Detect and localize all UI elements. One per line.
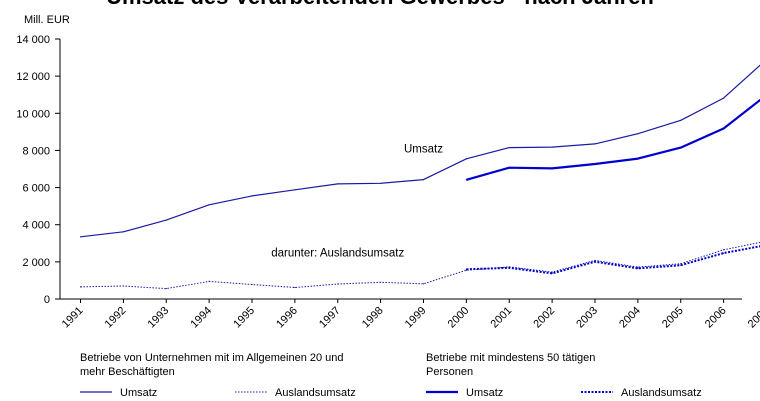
legend-item-label: Umsatz (466, 387, 503, 399)
y-tick-label: 14 000 (16, 34, 50, 46)
data-point (594, 143, 596, 145)
legend-item-label: Auslandsumsatz (275, 387, 356, 399)
y-tick-label: 6 000 (22, 183, 50, 195)
data-point (465, 158, 467, 160)
series-layer (79, 64, 760, 290)
y-tick-label: 10 000 (16, 108, 50, 120)
chart-title: Umsatz des Verarbeitenden Gewerbes - nac… (106, 0, 654, 9)
annotation-label: darunter: Auslandsumsatz (271, 247, 404, 259)
y-axis-label: Mill. EUR (24, 14, 70, 26)
x-tick-label: 1995 (231, 305, 257, 331)
legend-group-heading: Betriebe von Unternehmen mit im Allgemei… (80, 352, 344, 378)
data-point (251, 195, 253, 197)
data-point (508, 267, 510, 269)
data-point (380, 182, 382, 184)
data-point (637, 267, 639, 269)
legend: Betriebe von Unternehmen mit im Allgemei… (80, 352, 702, 399)
data-point (122, 231, 124, 233)
data-point (594, 163, 596, 165)
y-tick-label: 4 000 (22, 220, 50, 232)
x-tick-label: 2001 (489, 305, 515, 331)
data-point (465, 179, 467, 181)
series-line-2 (466, 98, 760, 181)
data-point (294, 189, 296, 191)
x-tick-label: 1996 (274, 305, 300, 331)
legend-item-label: Umsatz (120, 387, 157, 399)
x-tick-label: 2004 (617, 305, 643, 331)
data-point (680, 264, 682, 266)
x-tick-label: 2002 (531, 305, 557, 331)
data-point (680, 147, 682, 149)
x-tick-label: 1999 (403, 305, 429, 331)
data-point (594, 259, 596, 261)
data-point (723, 127, 725, 130)
series-line-1 (80, 241, 760, 290)
data-point (422, 179, 425, 181)
legend-group-heading: Betriebe mit mindestens 50 tätigen Person… (426, 352, 595, 378)
data-point (551, 272, 553, 274)
data-point (208, 204, 210, 206)
x-tick-label: 1994 (188, 305, 214, 331)
data-point (723, 249, 725, 251)
legend-item-label: Auslandsumsatz (621, 387, 702, 399)
data-point (680, 119, 682, 121)
data-point (508, 167, 510, 169)
data-point (551, 146, 553, 148)
y-tick-label: 0 (44, 294, 50, 306)
x-tick-label: 2006 (703, 305, 729, 331)
data-point (551, 167, 553, 169)
data-point (122, 285, 124, 287)
y-tick-label: 8 000 (22, 145, 50, 157)
series-line-3 (466, 245, 760, 275)
data-point (508, 147, 510, 149)
x-tick-label: 1992 (103, 305, 129, 331)
data-point (294, 286, 296, 289)
data-point (594, 261, 596, 263)
y-axis-ticks: 0 2 000 4 000 6 000 8 000 10 000 12 000 14 000 (16, 34, 60, 306)
x-tick-label: 2003 (574, 305, 600, 331)
data-point (637, 133, 639, 135)
data-point (79, 286, 82, 288)
x-tick-label: 1998 (360, 305, 386, 331)
data-point (723, 97, 725, 99)
x-tick-label: 1991 (60, 305, 86, 331)
x-tick-label: 2007 (746, 305, 760, 331)
data-point (422, 283, 425, 285)
data-point (251, 283, 253, 286)
data-point (165, 219, 167, 221)
data-point (637, 158, 639, 160)
x-tick-label: 2005 (660, 305, 686, 331)
annotation-label: Umsatz (404, 143, 443, 155)
data-point (337, 283, 339, 285)
x-tick-label: 2000 (446, 305, 472, 331)
data-point (165, 288, 167, 290)
y-tick-label: 12 000 (16, 71, 50, 83)
data-point (723, 252, 725, 254)
data-point (637, 266, 639, 268)
data-point (337, 183, 339, 185)
axes (59, 39, 742, 300)
x-tick-label: 1993 (146, 305, 172, 331)
data-point (380, 281, 382, 283)
x-tick-label: 1997 (317, 305, 343, 331)
x-axis-ticks: 1991 1992 1993 1994 1995 1996 1997 1998 1999 2000… (60, 299, 760, 330)
data-point (79, 236, 82, 238)
data-point (465, 268, 467, 270)
y-tick-label: 2 000 (22, 257, 50, 269)
data-point (208, 280, 210, 282)
annotations: Umsatz darunter: Auslandsumsatz (271, 143, 443, 259)
data-point (680, 263, 682, 265)
